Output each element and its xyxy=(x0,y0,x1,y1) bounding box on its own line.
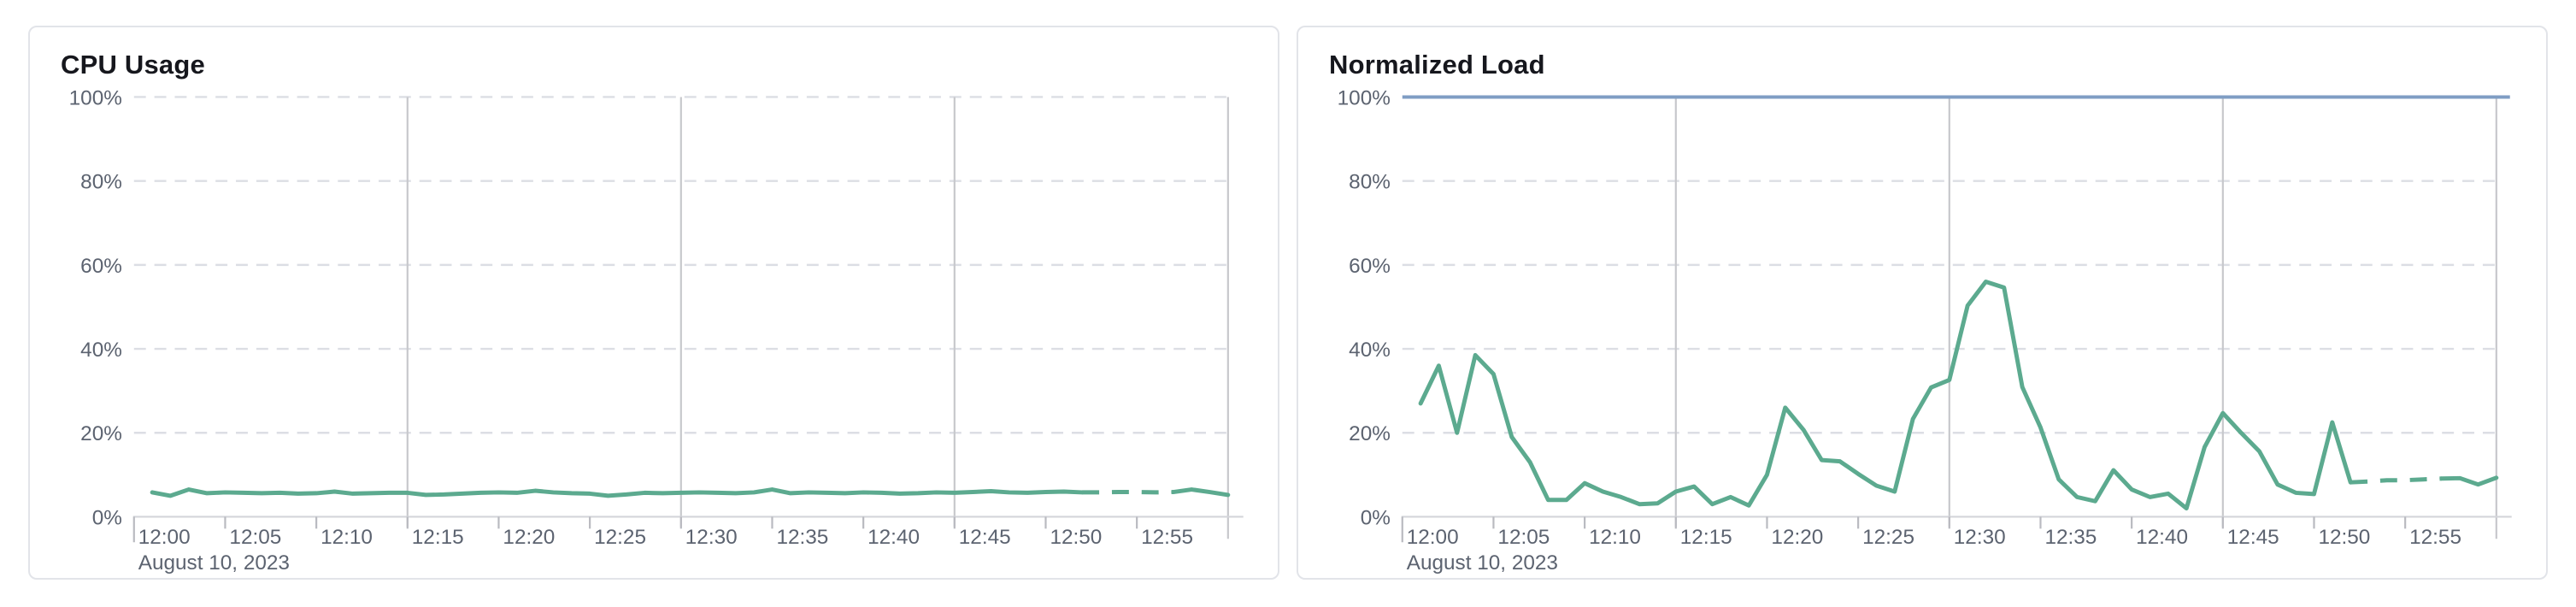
x-tick-label: 12:00 xyxy=(1407,526,1459,549)
series-line-cpu-usage-solid xyxy=(150,487,1085,498)
x-tick-label: 12:40 xyxy=(867,526,920,549)
x-tick-label: 12:05 xyxy=(1497,526,1550,549)
x-tick-label: 12:10 xyxy=(1589,526,1641,549)
series-line-normalized-load-solid xyxy=(1418,280,2353,511)
x-axis-labels: 12:00 12:05 12:10 12:15 12:20 12:25 12:30 12:35… xyxy=(138,526,1193,549)
vertical-gridlines xyxy=(406,97,1229,539)
x-tick-label: 12:50 xyxy=(2318,526,2370,549)
y-tick-label: 100% xyxy=(69,86,122,109)
x-tick-label: 12:40 xyxy=(2136,526,2188,549)
x-axis-ticks xyxy=(1401,516,2407,543)
x-tick-label: 12:05 xyxy=(229,526,281,549)
line-chart-normalized-load: 12:00 12:05 12:10 12:15 12:20 12:25 12:30 12:35… xyxy=(1338,86,2512,575)
x-tick-label: 12:25 xyxy=(594,526,646,549)
series-line-normalized-load-dashed xyxy=(2350,476,2442,485)
x-tick-label: 12:10 xyxy=(321,526,373,549)
x-tick-label: 12:15 xyxy=(1680,526,1732,549)
y-tick-label: 0% xyxy=(1361,506,1391,529)
x-tick-label: 12:45 xyxy=(2227,526,2279,549)
x-axis-date-label: August 10, 2023 xyxy=(138,551,290,575)
y-tick-label: 20% xyxy=(80,422,122,445)
x-axis-labels: 12:00 12:05 12:10 12:15 12:20 12:25 12:30 12:35… xyxy=(1407,526,2461,549)
chart-title: CPU Usage xyxy=(61,50,205,80)
y-tick-label: 100% xyxy=(1338,86,1391,109)
x-tick-label: 12:30 xyxy=(685,526,738,549)
x-tick-label: 12:35 xyxy=(2044,526,2097,549)
vertical-gridlines xyxy=(1674,97,2497,539)
x-tick-label: 12:20 xyxy=(503,526,555,549)
x-tick-label: 12:35 xyxy=(776,526,828,549)
x-tick-label: 12:20 xyxy=(1771,526,1823,549)
x-tick-label: 12:30 xyxy=(1954,526,2006,549)
x-tick-label: 12:55 xyxy=(1141,526,1193,549)
y-tick-label: 40% xyxy=(1349,339,1391,362)
y-tick-label: 80% xyxy=(80,171,122,194)
x-tick-label: 12:50 xyxy=(1050,526,1102,549)
series-line-cpu-usage-solid-tail xyxy=(1171,487,1231,498)
x-axis-ticks xyxy=(132,516,1138,543)
chart-panel-normalized-load: Normalized Load 12:00 12:05 12:10 12:15 12:2… xyxy=(1297,26,2548,580)
chart-title: Normalized Load xyxy=(1329,50,1545,80)
series-line-normalized-load-solid-tail xyxy=(2439,475,2499,487)
x-tick-label: 12:55 xyxy=(2409,526,2461,549)
y-axis-labels: 0% 20% 40% 60% 80% 100% xyxy=(1338,86,1391,529)
y-axis-labels: 0% 20% 40% 60% 80% 100% xyxy=(69,86,122,529)
y-tick-label: 60% xyxy=(80,255,122,278)
y-tick-label: 40% xyxy=(80,339,122,362)
x-axis-date-label: August 10, 2023 xyxy=(1407,551,1558,575)
x-tick-label: 12:15 xyxy=(412,526,464,549)
line-chart-cpu-usage: 12:00 12:05 12:10 12:15 12:20 12:25 12:30 12:35… xyxy=(69,86,1244,575)
y-tick-label: 0% xyxy=(92,506,122,529)
x-tick-label: 12:45 xyxy=(959,526,1011,549)
x-tick-label: 12:25 xyxy=(1862,526,1914,549)
chart-panel-cpu-usage: CPU Usage 12:00 12:05 12:10 12:15 12:20 12:25… xyxy=(28,26,1279,580)
x-tick-label: 12:00 xyxy=(138,526,191,549)
y-tick-label: 80% xyxy=(1349,171,1391,194)
y-tick-label: 20% xyxy=(1349,422,1391,445)
y-tick-label: 60% xyxy=(1349,255,1391,278)
